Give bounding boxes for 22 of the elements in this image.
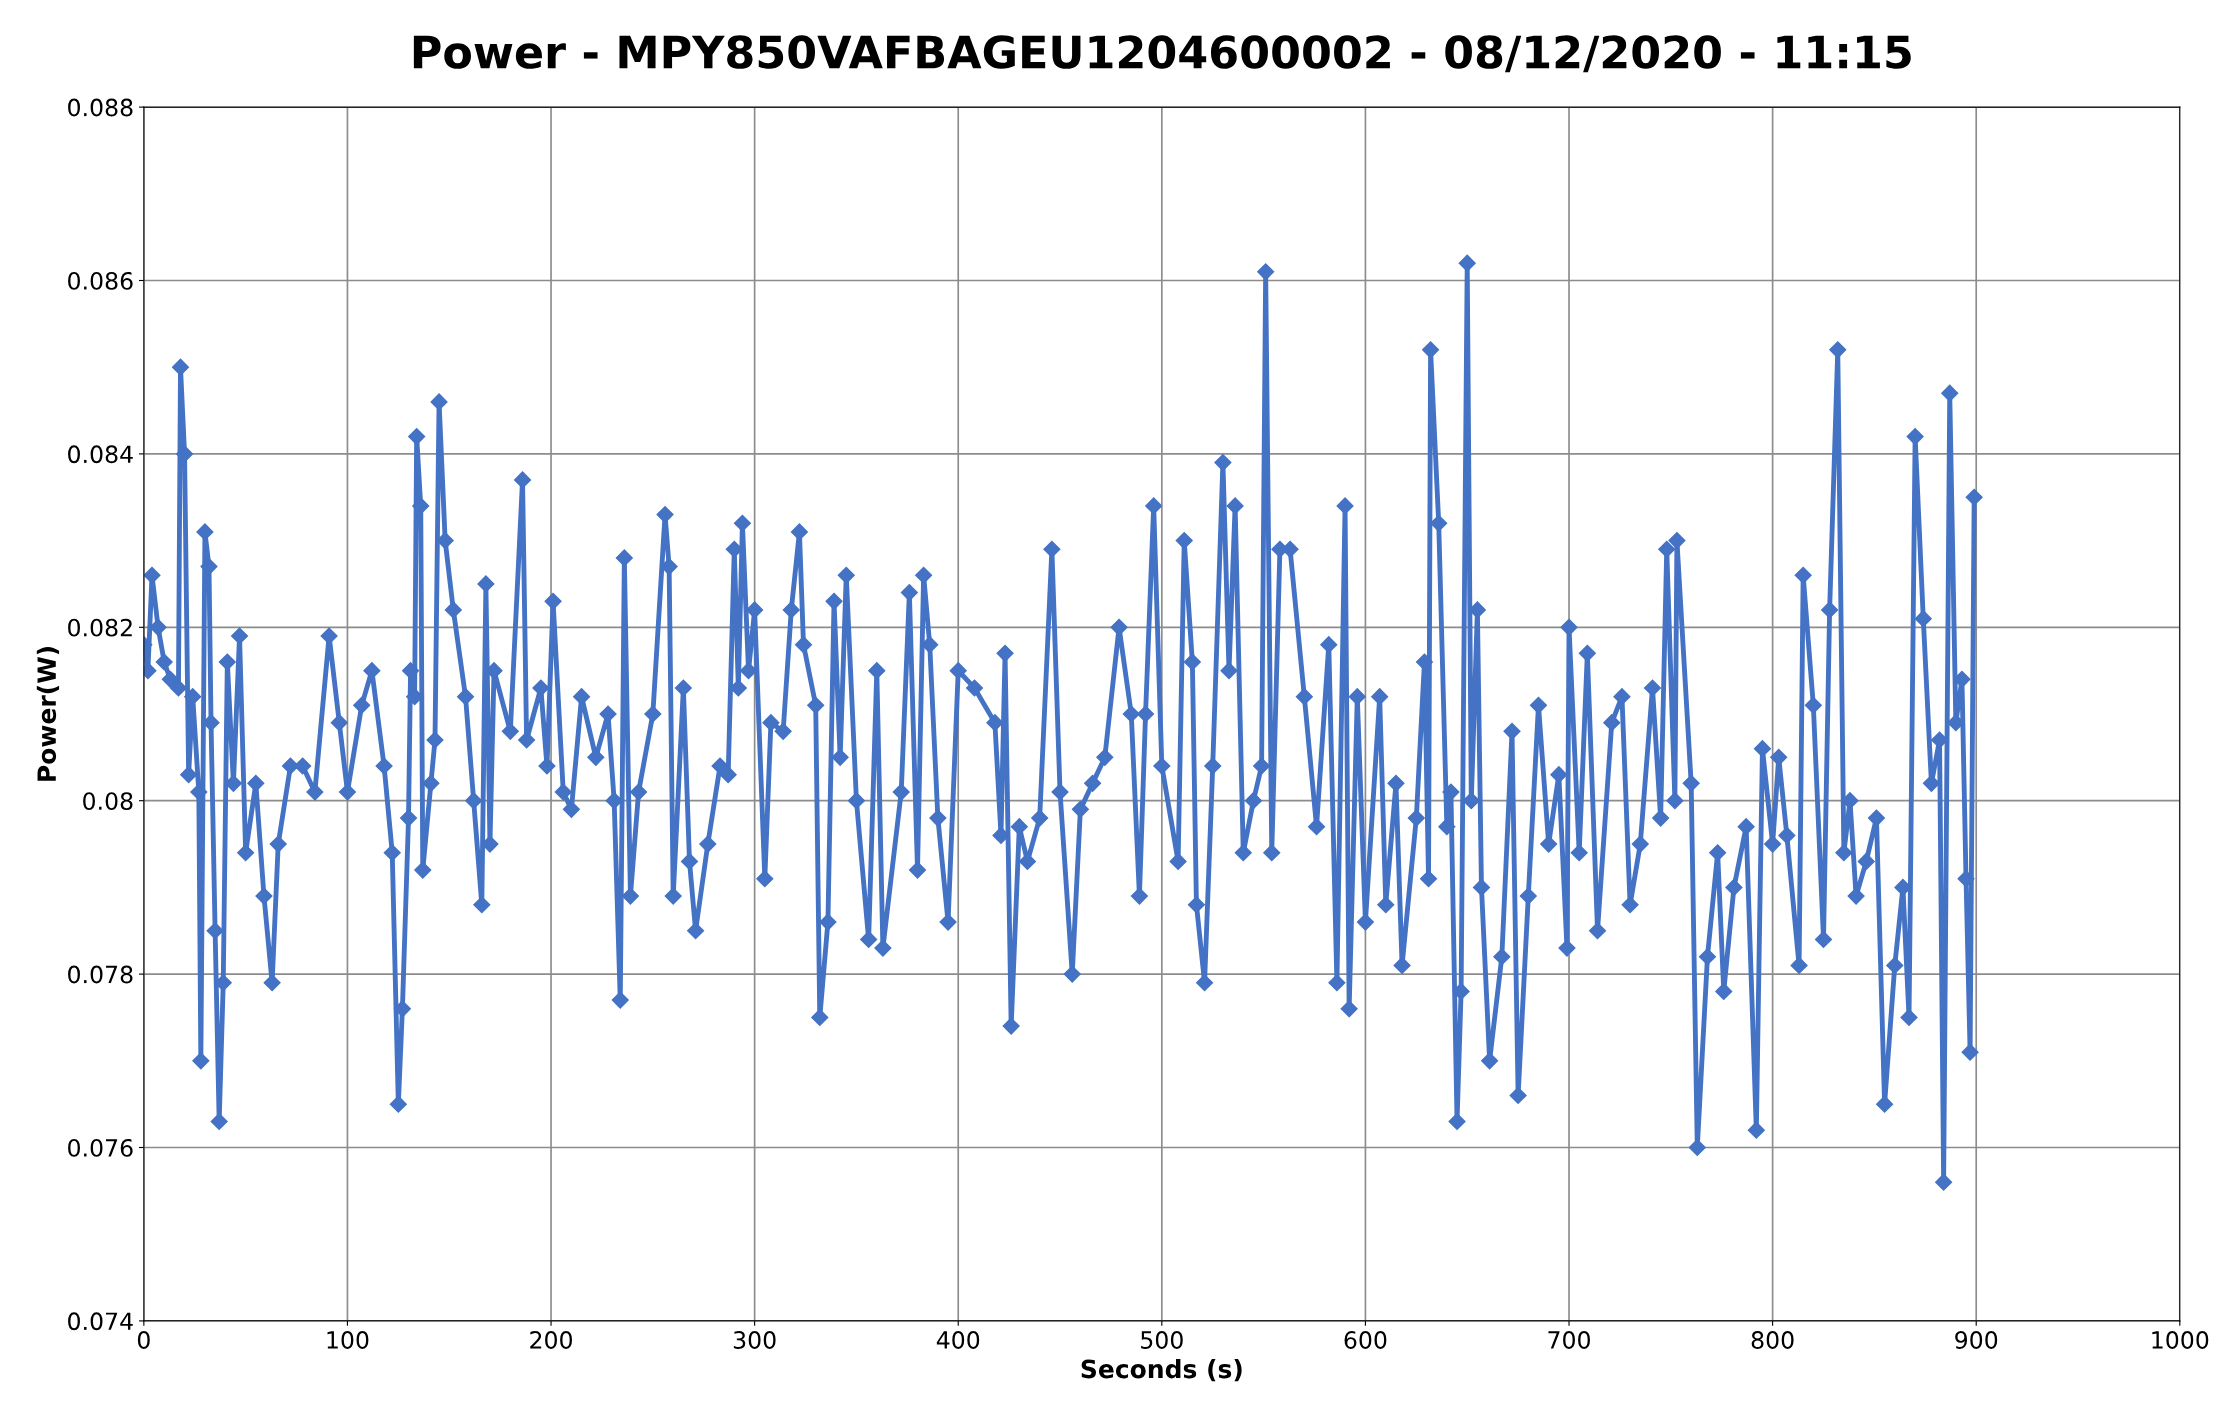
x-tick-label: 0: [137, 1331, 150, 1349]
x-tick-label: 1000: [2152, 1331, 2209, 1349]
y-tick-label: 0.088: [68, 98, 133, 117]
x-tick-label: 600: [1344, 1331, 1387, 1349]
x-tick-label: 100: [327, 1331, 369, 1349]
chart-title: Power - MPY850VAFBAGEU1204600002 - 08/12/2020 - 11:15: [413, 35, 1911, 73]
y-tick-label: 0.08: [83, 792, 133, 811]
x-tick-label: 300: [733, 1331, 776, 1349]
x-axis-title: Seconds (s): [1081, 1359, 1242, 1382]
y-axis-title: Power(W): [36, 647, 60, 781]
y-tick-label: 0.078: [68, 965, 133, 984]
x-tick-label: 800: [1751, 1331, 1794, 1349]
y-tick-label: 0.074: [68, 1312, 133, 1331]
x-tick-label: 200: [530, 1331, 572, 1349]
x-tick-label: 700: [1548, 1331, 1590, 1349]
y-tick-label: 0.086: [68, 271, 133, 290]
y-tick-label: 0.084: [68, 445, 133, 464]
x-tick-label: 400: [936, 1331, 980, 1349]
x-tick-label: 500: [1141, 1331, 1183, 1349]
y-tick-label: 0.076: [68, 1138, 133, 1157]
y-tick-label: 0.082: [68, 618, 132, 637]
x-tick-label: 900: [1955, 1331, 1998, 1349]
